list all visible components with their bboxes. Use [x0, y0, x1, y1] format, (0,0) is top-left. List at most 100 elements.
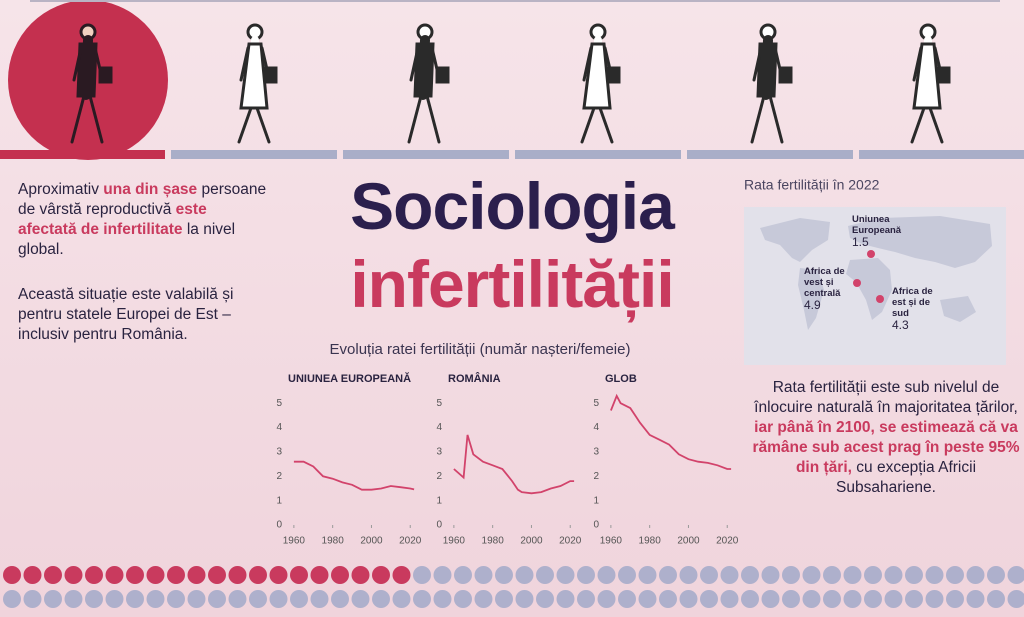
dot: [85, 590, 103, 608]
body-outline: [413, 42, 435, 98]
text: Aproximativ: [18, 181, 99, 198]
dot: [228, 590, 247, 608]
dot: [905, 566, 923, 584]
dot: [433, 566, 452, 584]
dot: [64, 590, 83, 608]
dot: [44, 566, 62, 584]
dot: [638, 590, 657, 608]
dot: [802, 566, 821, 584]
dot: [249, 566, 267, 584]
dot: [290, 590, 308, 608]
text: la nivel global.: [18, 221, 236, 258]
dot: [925, 590, 944, 608]
dot: [228, 566, 247, 584]
body-outline: [239, 42, 269, 110]
dot: [597, 566, 616, 584]
line: [453, 434, 575, 495]
dot: [167, 566, 185, 584]
dot: [413, 566, 431, 584]
chart-title: GLOB: [605, 373, 637, 385]
region-name: Uniunea Europeană: [852, 214, 902, 236]
dot: [946, 590, 964, 608]
region-name: Africa de est și de sud: [892, 286, 933, 319]
dot: [864, 566, 882, 584]
text: cu excepția Africii Subsahariene.: [836, 459, 977, 496]
dot: [679, 566, 698, 584]
map-marker: [853, 279, 861, 287]
map-marker: [876, 295, 884, 303]
x-tick-label: 1960: [443, 536, 466, 547]
y-tick-label: 5: [436, 398, 442, 409]
title: infertilității: [350, 247, 674, 321]
y-tick-label: 2: [593, 471, 599, 482]
legs: [237, 106, 271, 144]
text: Rata fertilității este sub nivelul de în…: [754, 379, 1018, 416]
legs: [407, 94, 441, 144]
body-outline: [756, 42, 778, 98]
dot: [146, 590, 165, 608]
bag: [936, 66, 951, 84]
text: persoane de vârstă reproductivă: [18, 181, 267, 218]
x-tick-label: 2000: [677, 536, 700, 547]
dot: [741, 566, 759, 584]
dot: [700, 590, 718, 608]
title: Sociologia: [350, 169, 675, 243]
dot: [454, 590, 472, 608]
dot: [515, 590, 534, 608]
highlight-bar: [0, 150, 165, 159]
x-tick-label: 1960: [600, 536, 623, 547]
dot: [905, 590, 923, 608]
dot: [372, 590, 390, 608]
dot: [515, 566, 534, 584]
dot: [679, 590, 698, 608]
y-tick-label: 4: [593, 422, 599, 433]
x-tick-label: 2020: [716, 536, 739, 547]
map-label: Uniunea Europeană 1.5: [852, 214, 922, 248]
y-tick-label: 0: [276, 520, 282, 531]
dot: [659, 590, 677, 608]
body-outline: [582, 42, 612, 110]
x-tick-label: 1980: [482, 536, 505, 547]
dot: [44, 590, 62, 608]
dot: [310, 590, 329, 608]
charts-subtitle: Evoluția ratei fertilității (număr naște…: [330, 341, 631, 358]
dot: [638, 566, 657, 584]
dot: [577, 590, 595, 608]
bar: [859, 150, 1024, 159]
dot: [105, 566, 124, 584]
dot: [864, 590, 882, 608]
line: [293, 460, 415, 491]
line: [610, 393, 732, 470]
dot: [802, 590, 821, 608]
dot: [454, 566, 472, 584]
dot: [126, 590, 144, 608]
dot: [659, 566, 677, 584]
bar: [343, 150, 509, 159]
x-tick-label: 2020: [399, 536, 422, 547]
dot: [187, 590, 206, 608]
dot: [946, 566, 964, 584]
y-tick-label: 2: [436, 471, 442, 482]
map-label: Africa de vest și centrală 4.9: [804, 266, 866, 311]
dot: [987, 566, 1005, 584]
dot: [720, 566, 739, 584]
x-tick-label: 1960: [283, 536, 306, 547]
dot: [351, 566, 370, 584]
dot: [474, 566, 493, 584]
dot: [290, 566, 308, 584]
y-tick-label: 0: [593, 520, 599, 531]
person: [237, 23, 278, 144]
dot: [208, 566, 226, 584]
dot: [556, 566, 575, 584]
y-tick-label: 1: [593, 495, 599, 506]
highlight: una din șase: [103, 181, 198, 198]
dot: [433, 590, 452, 608]
dot: [495, 566, 513, 584]
dot: [843, 566, 862, 584]
chart-title: UNIUNEA EUROPEANĂ: [288, 372, 411, 385]
dot: [413, 590, 431, 608]
highlight: este afectată de infertilitate: [18, 201, 207, 238]
bar: [515, 150, 681, 159]
dot: [761, 566, 780, 584]
